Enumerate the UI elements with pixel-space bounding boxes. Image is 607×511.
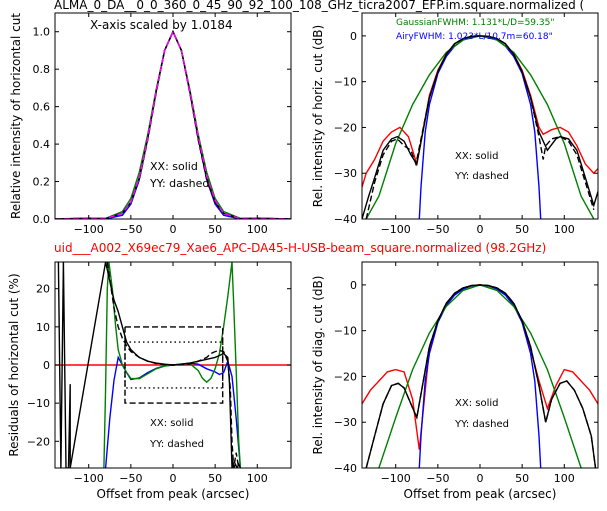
- y-tick-label: 20: [36, 283, 50, 296]
- x-tick-label: 100: [247, 472, 268, 485]
- y-tick-label: −20: [334, 370, 357, 383]
- y-axis-label: Rel. intensity of horiz. cut (dB): [311, 25, 325, 207]
- legend-entry: GaussianFWHM: 1.131*L/D=59.35": [396, 18, 554, 28]
- x-tick-label: 50: [515, 472, 529, 485]
- x-tick-label: −50: [119, 223, 142, 236]
- annotation: YY: dashed: [149, 177, 209, 190]
- annotation: X-axis scaled by 1.0184: [90, 18, 233, 32]
- x-axis-label: Offset from peak (arcsec): [97, 487, 250, 501]
- series-line-4: [106, 262, 240, 468]
- y-tick-label: 1.0: [33, 26, 51, 39]
- y-tick-label: −10: [334, 325, 357, 338]
- y-tick-label: −20: [334, 121, 357, 134]
- y-tick-label: −30: [334, 167, 357, 180]
- x-axis-label: Offset from peak (arcsec): [404, 487, 557, 501]
- y-tick-label: 0: [350, 279, 357, 292]
- x-tick-label: 50: [208, 472, 222, 485]
- series-group: [362, 284, 598, 468]
- y-tick-label: 0.4: [33, 138, 51, 151]
- y-tick-label: 0.8: [33, 63, 51, 76]
- x-tick-label: 50: [208, 223, 222, 236]
- x-tick-label: 0: [170, 223, 177, 236]
- series-group: [55, 29, 291, 219]
- annotation: XX: solid: [150, 418, 193, 429]
- series-line-5: [55, 29, 291, 219]
- x-tick-label: −50: [426, 223, 449, 236]
- panel-tr: −100 −50 0 50 100 0 −10 −20 −30 −40 Rel. intensity…: [311, 12, 599, 236]
- y-tick-label: 0.2: [33, 176, 51, 189]
- y-tick-label: −10: [334, 76, 357, 89]
- x-tick-label: 100: [554, 223, 575, 236]
- series-line-5: [124, 326, 224, 404]
- x-tick-label: 100: [247, 223, 268, 236]
- y-tick-label: −20: [27, 435, 50, 448]
- legend-entry: AiryFWHM: 1.023*L/10.7m=60.18": [396, 32, 553, 42]
- x-tick-label: 0: [477, 472, 484, 485]
- annotation: XX: solid: [455, 151, 498, 162]
- y-axis-label: Relative intensity of horizontal cut: [9, 13, 23, 219]
- x-tick-label: 50: [515, 223, 529, 236]
- annotation: XX: solid: [455, 398, 498, 409]
- x-tick-label: −100: [74, 472, 104, 485]
- series-line-4: [365, 284, 597, 468]
- top-title: ALMA_0_DA__0_0_360_0_45_90_92_100_108_GH…: [54, 0, 584, 12]
- y-tick-label: 0.6: [33, 101, 51, 114]
- x-tick-label: −100: [381, 472, 411, 485]
- series-group: [362, 35, 598, 219]
- mid-title: uid___A002_X69ec79_Xae6_APC-DA45-H-USB-b…: [54, 241, 546, 255]
- y-axis-label: Rel. intensity of diag. cut (dB): [311, 276, 325, 455]
- x-tick-label: 0: [477, 223, 484, 236]
- y-tick-label: −40: [334, 462, 357, 475]
- y-axis-label: Residuals of horizontal cut (%): [7, 273, 21, 456]
- y-tick-label: −30: [334, 416, 357, 429]
- y-tick-label: −40: [334, 213, 357, 226]
- y-tick-label: −10: [27, 397, 50, 410]
- panel-br: −100 −50 0 50 100 0 −10 −20 −30 −40 Offset from pe…: [311, 261, 599, 501]
- annotation: YY: dashed: [454, 419, 509, 430]
- x-tick-label: −100: [381, 223, 411, 236]
- x-tick-label: 100: [554, 472, 575, 485]
- y-tick-label: 0.0: [33, 213, 51, 226]
- series-group: [55, 262, 291, 468]
- panels: −100 −50 0 50 1000.00.20.40.60.81.0Relative …: [7, 12, 599, 501]
- annotation: YY: dashed: [454, 171, 509, 182]
- x-tick-label: −50: [426, 472, 449, 485]
- series-line-4: [365, 35, 595, 219]
- x-tick-label: −50: [119, 472, 142, 485]
- annotation: YY: dashed: [149, 439, 204, 450]
- series-line-3: [362, 35, 598, 219]
- y-tick-label: 10: [36, 321, 50, 334]
- annotation: XX: solid: [150, 160, 198, 173]
- x-tick-label: −100: [74, 223, 104, 236]
- y-tick-label: 0: [350, 30, 357, 43]
- x-tick-label: 0: [170, 472, 177, 485]
- y-tick-label: 0: [43, 359, 50, 372]
- panel-tl: −100 −50 0 50 100 0.0 0.2 0.4 0.6 0.8 1.0 Relative …: [9, 12, 292, 236]
